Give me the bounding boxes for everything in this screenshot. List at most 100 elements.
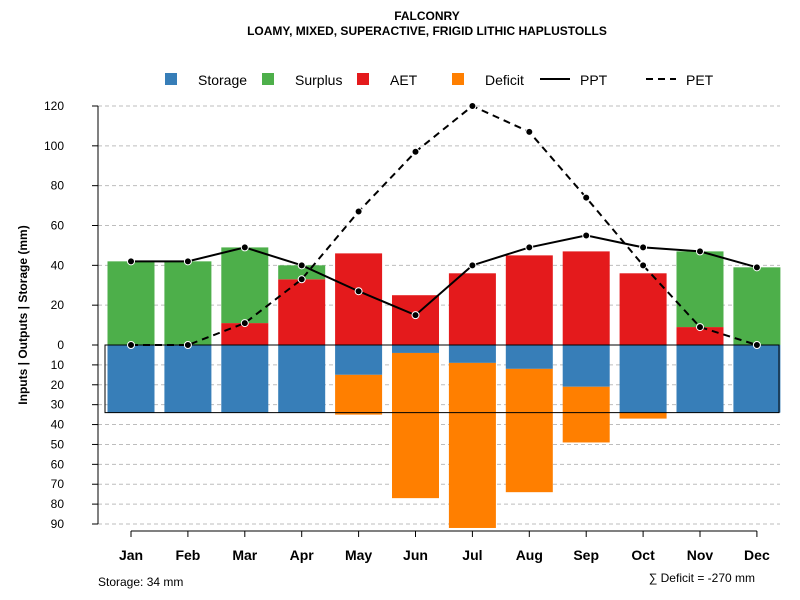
storage-bar-feb bbox=[164, 345, 212, 413]
deficit-bar-aug bbox=[505, 368, 553, 493]
y-tick-label-lower-40: 40 bbox=[51, 418, 65, 432]
x-tick-label-apr: Apr bbox=[290, 547, 315, 563]
legend-swatch-aet bbox=[357, 73, 369, 85]
storage-bar-mar bbox=[221, 345, 269, 413]
pet-point-oct bbox=[639, 261, 648, 270]
x-tick-label-jul: Jul bbox=[462, 547, 482, 563]
y-tick-label-40: 40 bbox=[51, 258, 65, 272]
ppt-point-sep bbox=[582, 231, 591, 240]
ppt-line bbox=[131, 234, 758, 317]
storage-bar-jun bbox=[392, 345, 439, 353]
ppt-point-jul bbox=[468, 261, 477, 270]
deficit-footer: ∑ Deficit = -270 mm bbox=[649, 571, 755, 585]
y-tick-label-lower-20: 20 bbox=[51, 378, 65, 392]
y-tick-label-lower-60: 60 bbox=[51, 457, 65, 471]
legend: Storage Surplus AET Deficit PPT PET bbox=[165, 72, 714, 88]
legend-swatch-storage bbox=[165, 73, 177, 85]
zero-line-and-storage-box bbox=[104, 344, 780, 414]
pet-point-jan bbox=[127, 341, 135, 349]
ppt-point-dec bbox=[752, 263, 761, 272]
ppt-point-may bbox=[354, 287, 363, 296]
ppt-point-mar bbox=[240, 243, 249, 252]
pet-point-sep bbox=[582, 193, 591, 202]
ppt-point-nov bbox=[696, 247, 704, 256]
storage-capacity-box bbox=[104, 344, 780, 414]
y-axis-label: Inputs | Outputs | Storage (mm) bbox=[16, 225, 30, 404]
storage-bar-oct bbox=[619, 345, 667, 413]
aet-bar-may bbox=[335, 253, 383, 345]
pet-point-dec bbox=[752, 341, 761, 349]
storage-bar-jan bbox=[107, 345, 155, 413]
x-tick-label-oct: Oct bbox=[631, 547, 655, 563]
x-tick-label-feb: Feb bbox=[175, 547, 200, 563]
pet-point-apr bbox=[297, 275, 306, 284]
y-tick-label-0: 0 bbox=[57, 338, 64, 352]
storage-bar-sep bbox=[562, 345, 610, 387]
chart-subtitle: LOAMY, MIXED, SUPERACTIVE, FRIGID LITHIC… bbox=[247, 24, 607, 38]
deficit-bar-jul bbox=[448, 362, 496, 528]
pet-point-feb bbox=[183, 341, 192, 349]
axes: 0 20 40 60 80 100 120 10 20 30 40 50 60 70 80 90 Jan Feb M… bbox=[44, 99, 770, 563]
surplus-bar-nov bbox=[676, 251, 724, 328]
x-tick-label-jan: Jan bbox=[119, 547, 143, 563]
y-tick-label-lower-10: 10 bbox=[51, 358, 65, 372]
pet-point-may bbox=[354, 207, 363, 216]
storage-bar-apr bbox=[278, 345, 326, 413]
y-tick-label-lower-50: 50 bbox=[51, 437, 65, 451]
surplus-bar-apr bbox=[278, 265, 326, 280]
storage-bar-jul bbox=[448, 345, 496, 363]
storage-footer: Storage: 34 mm bbox=[98, 575, 183, 589]
legend-label-deficit: Deficit bbox=[485, 72, 524, 88]
gridlines bbox=[98, 105, 780, 525]
ppt-point-oct bbox=[639, 243, 648, 252]
deficit-bar-may bbox=[335, 374, 383, 415]
x-tick-label-dec: Dec bbox=[744, 547, 770, 563]
legend-swatch-surplus bbox=[262, 73, 274, 85]
legend-label-ppt: PPT bbox=[580, 72, 608, 88]
aet-bar-oct bbox=[619, 273, 667, 345]
legend-label-surplus: Surplus bbox=[295, 72, 342, 88]
storage-bar-aug bbox=[505, 345, 553, 369]
surplus-bar-mar bbox=[221, 247, 269, 324]
pet-point-nov bbox=[696, 323, 704, 332]
y-tick-label-80: 80 bbox=[51, 179, 65, 193]
storage-bar-dec bbox=[733, 345, 781, 413]
pet-line bbox=[131, 104, 758, 346]
ppt-point-jan bbox=[127, 257, 135, 266]
ppt-point-jun bbox=[411, 311, 420, 320]
pet-point-jun bbox=[411, 147, 420, 156]
y-tick-label-lower-70: 70 bbox=[51, 477, 65, 491]
deficit-bar-oct bbox=[619, 412, 667, 419]
aet-bar-jun bbox=[392, 295, 439, 345]
bars bbox=[107, 247, 781, 528]
x-tick-label-may: May bbox=[345, 547, 372, 563]
y-tick-label-120: 120 bbox=[44, 99, 64, 113]
aet-bar-jul bbox=[448, 273, 496, 345]
storage-bar-nov bbox=[676, 345, 724, 413]
pet-point-aug bbox=[525, 127, 534, 136]
surplus-bar-jan bbox=[107, 261, 155, 345]
legend-swatch-deficit bbox=[452, 73, 464, 85]
aet-bar-aug bbox=[505, 255, 553, 345]
y-tick-label-100: 100 bbox=[44, 139, 64, 153]
pet-point-jul bbox=[468, 102, 477, 110]
aet-bar-sep bbox=[562, 251, 610, 345]
surplus-bar-feb bbox=[164, 261, 212, 345]
legend-label-aet: AET bbox=[390, 72, 418, 88]
x-tick-label-mar: Mar bbox=[232, 547, 257, 563]
aet-bar-apr bbox=[278, 279, 326, 345]
y-tick-label-60: 60 bbox=[51, 219, 65, 233]
y-tick-label-lower-90: 90 bbox=[51, 517, 65, 531]
x-tick-label-aug: Aug bbox=[516, 547, 543, 563]
x-tick-label-nov: Nov bbox=[687, 547, 714, 563]
deficit-bar-sep bbox=[562, 386, 610, 443]
y-tick-label-lower-80: 80 bbox=[51, 497, 65, 511]
surplus-bar-dec bbox=[733, 267, 781, 345]
legend-label-storage: Storage bbox=[198, 72, 247, 88]
pet-point-mar bbox=[240, 319, 249, 328]
x-tick-label-jun: Jun bbox=[403, 547, 428, 563]
y-tick-label-lower-30: 30 bbox=[51, 398, 65, 412]
legend-label-pet: PET bbox=[686, 72, 714, 88]
ppt-point-aug bbox=[525, 243, 534, 252]
